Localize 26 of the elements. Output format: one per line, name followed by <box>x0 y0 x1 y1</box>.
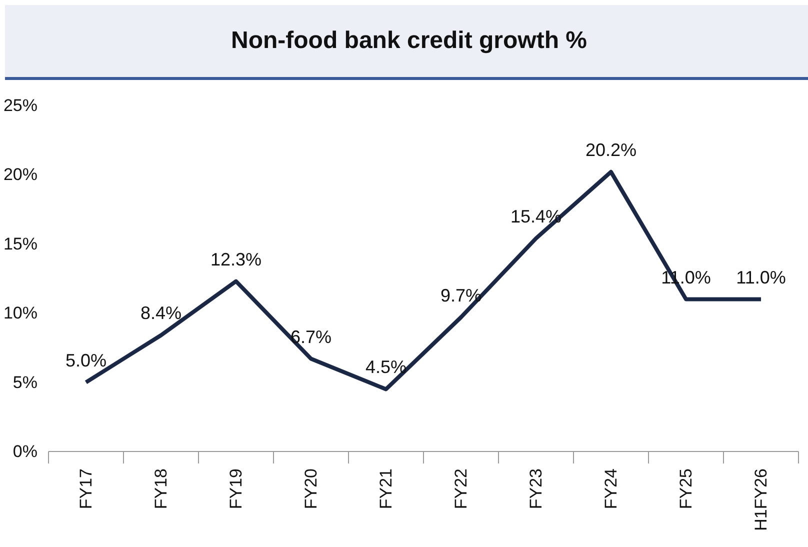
y-tick-label: 20% <box>3 165 38 184</box>
y-tick-label: 10% <box>3 304 38 323</box>
x-tick-label: FY20 <box>302 468 320 510</box>
x-tick-label: FY23 <box>526 468 546 510</box>
x-tick-label: FY24 <box>602 468 620 510</box>
chart-title: Non-food bank credit growth % <box>231 26 587 56</box>
x-tick-label: FY21 <box>376 468 396 510</box>
text: 15.4% <box>510 206 562 226</box>
y-tick-label: 25% <box>3 96 38 115</box>
x-tick-label: FY25 <box>676 468 696 510</box>
text: 20.2% <box>585 140 637 160</box>
text: 12.3% <box>210 249 262 270</box>
x-tick-label: FY19 <box>226 468 246 510</box>
text: 9.7% <box>440 285 482 306</box>
text: 8.4% <box>140 303 182 324</box>
text: 11.0% <box>736 267 786 288</box>
x-tick-label: FY18 <box>152 468 170 510</box>
y-tick-label: 0% <box>12 442 38 461</box>
x-tick-label: H1FY26 <box>752 468 770 531</box>
text: 6.7% <box>290 326 332 347</box>
y-tick-label: 5% <box>12 372 38 392</box>
y-tick-label: 15% <box>3 234 38 254</box>
x-tick-label: FY17 <box>76 468 96 510</box>
x-tick-label: FY22 <box>452 468 470 510</box>
text: 5.0% <box>65 350 107 370</box>
text: 4.5% <box>365 357 407 378</box>
